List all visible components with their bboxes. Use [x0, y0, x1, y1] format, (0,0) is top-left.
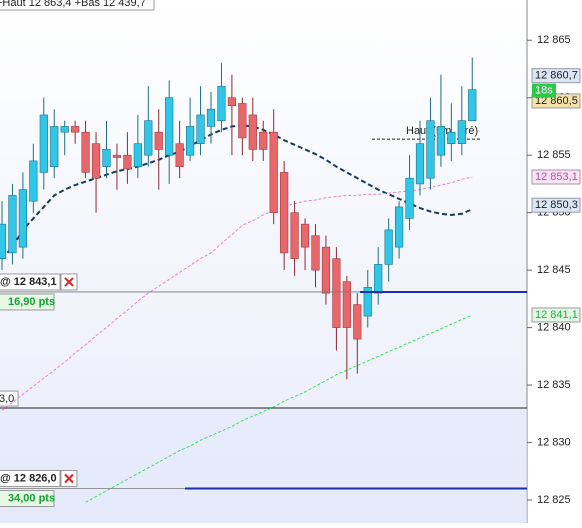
candle-body [0, 223, 7, 259]
candle-body [81, 131, 90, 173]
candle-body [154, 131, 163, 150]
candle-body [394, 206, 404, 248]
price-tag-label: 12 860,5 [535, 95, 578, 107]
candle-body [165, 97, 174, 156]
countdown: 18s [535, 85, 553, 97]
candle-body [123, 154, 132, 170]
points-label: 16,90 pts [8, 296, 55, 308]
candle-body [18, 189, 28, 248]
price-tag-label: 12 850,3 [535, 199, 578, 211]
candle-body [112, 154, 122, 158]
order-box [0, 470, 61, 488]
candle-body [342, 281, 351, 328]
candle-body [102, 149, 111, 167]
order-label: @ 12 843,1 [0, 276, 57, 288]
candle-body [196, 114, 205, 144]
order-cancel-icon [64, 473, 74, 484]
candle-body [436, 126, 446, 156]
candle-body [405, 177, 414, 219]
candle-body [50, 126, 59, 167]
candle-body [363, 287, 372, 317]
points-label: 34,00 pts [8, 492, 55, 504]
y-tick-label: 12 835 [537, 379, 571, 391]
price-tag-label: 12 860,7 [535, 70, 578, 82]
candle-body [217, 85, 226, 121]
candle-body [39, 114, 48, 173]
y-tick-label: 12 845 [537, 264, 571, 276]
level-label: 3,0 [0, 393, 14, 405]
moving-average [1, 176, 473, 411]
candle-body [384, 229, 393, 265]
price-tag [531, 197, 581, 213]
candle-body [91, 143, 101, 179]
price-tag [531, 68, 581, 84]
candle-body [248, 114, 257, 150]
y-tick-label: 12 855 [537, 149, 571, 161]
candle-body [290, 212, 299, 259]
candle-body [457, 120, 466, 144]
y-tick-label: 12 865 [537, 34, 571, 46]
candle-body [415, 143, 425, 185]
candle-body [374, 264, 383, 294]
candle-body [269, 131, 278, 213]
candle-body [468, 89, 477, 121]
candle-body [186, 126, 195, 156]
y-tick-label: 12 830 [537, 436, 571, 448]
order-box [0, 273, 61, 291]
candle-body [280, 172, 289, 254]
candle-body [71, 126, 80, 133]
countdown-box [532, 83, 556, 98]
candle-body [29, 160, 38, 202]
y-tick-label: 12 840 [537, 321, 571, 333]
candle-body [447, 131, 456, 144]
candle-body [426, 120, 435, 179]
points-box [0, 490, 55, 508]
candle-body [311, 235, 320, 271]
candle-body [133, 143, 142, 167]
order-cancel-icon [64, 277, 74, 287]
candle-body [60, 126, 69, 133]
header-text: +Haut 12 863,4 +Bas 12 439,7 [0, 0, 146, 9]
candle-body [332, 258, 341, 328]
candle-body [300, 223, 310, 248]
candle-body [259, 131, 268, 150]
price-tag-label: 12 853,1 [535, 171, 578, 183]
candle-body [144, 120, 153, 156]
price-tag [531, 307, 581, 323]
y-tick-label: 12 825 [537, 494, 571, 506]
candle-body [353, 304, 362, 340]
candle-body [227, 97, 237, 107]
candle-body [321, 246, 331, 294]
candle-body [8, 195, 17, 254]
header-box [0, 0, 155, 11]
price-tag [531, 169, 581, 185]
candle-body [206, 108, 216, 127]
moving-average [85, 314, 473, 503]
order-label: @ 12 826,0 [0, 472, 57, 484]
points-box [0, 293, 55, 311]
zone [0, 408, 527, 523]
moving-average [1, 124, 473, 260]
candle-body [238, 103, 247, 139]
price-tag-label: 12 841,1 [535, 309, 578, 321]
candle-body [175, 143, 184, 167]
